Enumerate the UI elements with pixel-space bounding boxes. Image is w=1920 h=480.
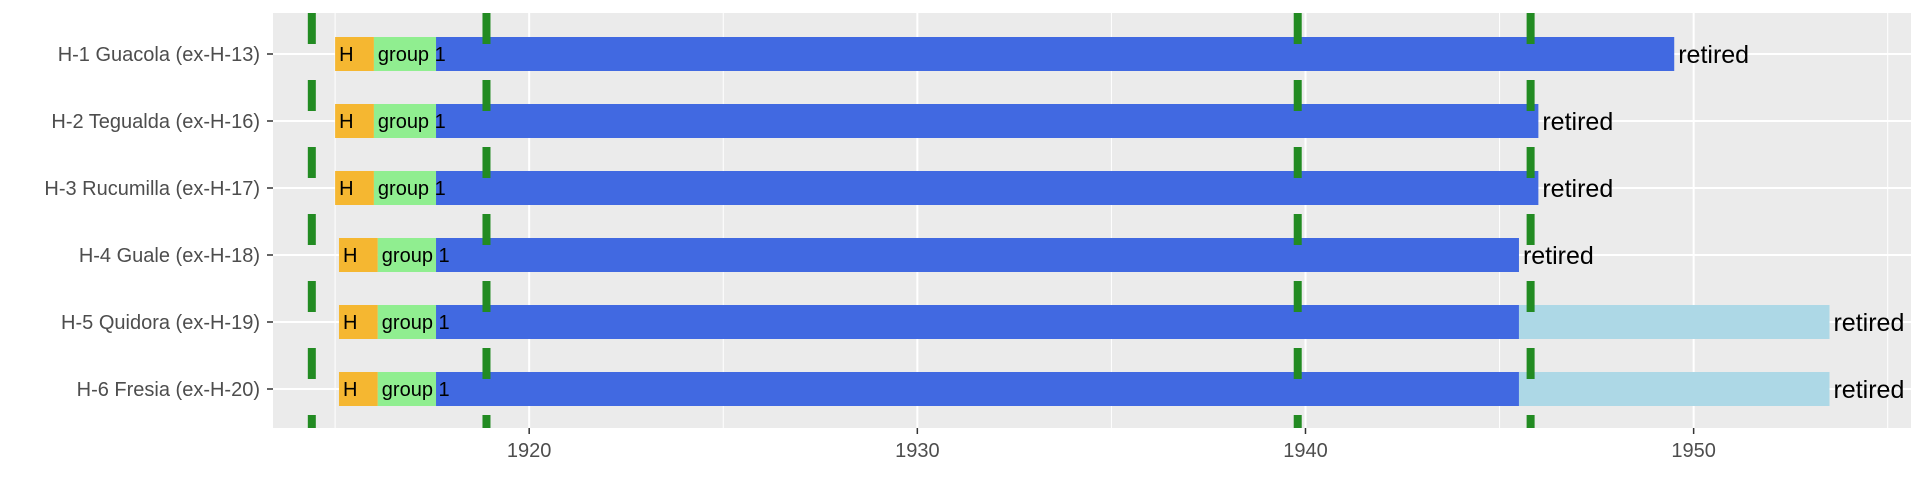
bar-segment <box>436 372 1519 406</box>
segment-label: group 1 <box>382 312 450 334</box>
x-tick-label: 1940 <box>1283 440 1328 462</box>
segment-label: group 1 <box>382 379 450 401</box>
bar-segment <box>436 305 1519 339</box>
segment-label: H <box>339 44 353 66</box>
segment-label: group 1 <box>378 178 446 200</box>
bar-segment <box>436 171 1539 205</box>
y-tick-label: H-1 Guacola (ex-H-13) <box>58 44 260 66</box>
y-tick-label: H-2 Tegualda (ex-H-16) <box>51 111 260 133</box>
y-tick-label: H-3 Rucumilla (ex-H-17) <box>44 178 260 200</box>
end-label: retired <box>1833 376 1904 404</box>
end-label: retired <box>1833 309 1904 337</box>
bar-segment <box>436 238 1519 272</box>
end-label: retired <box>1542 175 1613 203</box>
bar-segment <box>335 171 374 205</box>
bar-segment <box>377 372 437 406</box>
bar-segment <box>335 37 374 71</box>
bar-segment <box>1518 305 1830 339</box>
y-tick-label: H-5 Quidora (ex-H-19) <box>61 312 260 334</box>
segment-label: group 1 <box>378 44 446 66</box>
segment-label: H <box>343 245 357 267</box>
segment-label: H <box>339 178 353 200</box>
end-label: retired <box>1542 108 1613 136</box>
y-tick-label: H-4 Guale (ex-H-18) <box>79 245 260 267</box>
bar-segment <box>377 238 437 272</box>
segment-label: group 1 <box>382 245 450 267</box>
bar-segment <box>373 104 437 138</box>
bar-segment <box>377 305 437 339</box>
x-axis: 1920 1930 1940 1950 <box>507 428 1716 462</box>
bar-segment <box>436 37 1675 71</box>
segment-label: H <box>343 312 357 334</box>
bar-segment <box>436 104 1539 138</box>
segment-label: H <box>343 379 357 401</box>
end-label: retired <box>1678 41 1749 69</box>
y-axis: H-1 Guacola (ex-H-13) H-2 Tegualda (ex-H-… <box>44 44 273 401</box>
x-tick-label: 1930 <box>895 440 940 462</box>
bar-segment <box>373 171 437 205</box>
x-tick-label: 1950 <box>1671 440 1716 462</box>
bar-segment <box>373 37 437 71</box>
x-tick-label: 1920 <box>507 440 552 462</box>
plot-panel <box>273 13 1911 428</box>
end-label: retired <box>1523 242 1594 270</box>
bar-segment <box>1518 372 1830 406</box>
event-markers <box>307 13 1535 428</box>
bar-segment <box>338 305 378 339</box>
segment-label: H <box>339 111 353 133</box>
bar-segment <box>338 238 378 272</box>
bar-segment <box>338 372 378 406</box>
bars <box>335 37 1830 406</box>
segment-label: group 1 <box>378 111 446 133</box>
y-tick-label: H-6 Fresia (ex-H-20) <box>77 379 260 401</box>
bar-segment <box>335 104 374 138</box>
